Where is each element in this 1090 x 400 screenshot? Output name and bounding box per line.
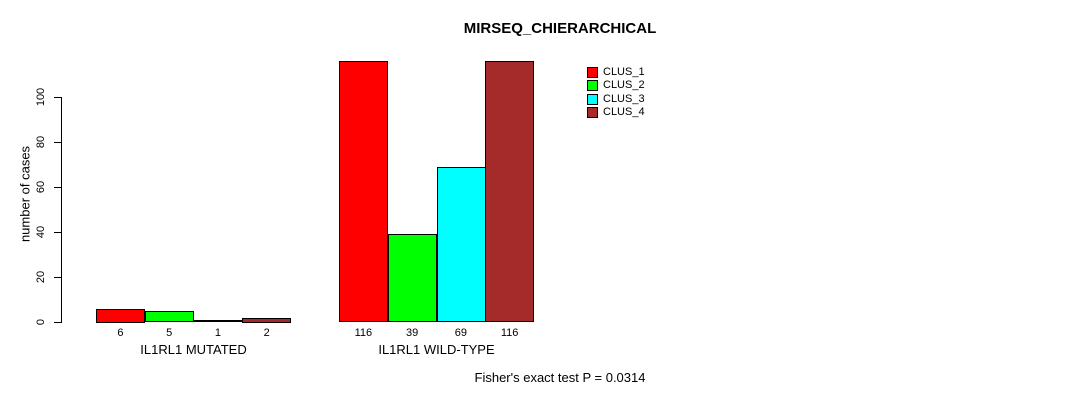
y-tick-mark [54, 277, 61, 278]
y-tick-label: 0 [35, 318, 47, 326]
category-label: IL1RL1 WILD-TYPE [378, 342, 495, 357]
bar-clus_3-2 [437, 166, 486, 322]
y-tick-mark [54, 97, 61, 98]
legend-label-clus_2: CLUS_2 [603, 79, 645, 92]
y-tick-label: 100 [35, 87, 47, 107]
bar-clus_3-1 [194, 319, 243, 322]
legend-swatch-clus_3 [587, 93, 598, 105]
legend-swatch-clus_4 [587, 107, 598, 119]
legend-label-clus_3: CLUS_3 [603, 92, 645, 105]
y-tick-mark [54, 322, 61, 323]
y-tick-mark [54, 232, 61, 233]
bar-value-label: 6 [117, 327, 124, 339]
legend-label-clus_4: CLUS_4 [603, 106, 645, 119]
legend-label-clus_1: CLUS_1 [603, 66, 645, 78]
y-axis-line [61, 97, 62, 323]
bar-clus_1-1 [96, 308, 145, 323]
legend-swatch-clus_2 [587, 80, 598, 92]
y-tick-mark [54, 142, 61, 143]
bar-value-label: 2 [263, 327, 270, 339]
chart-title: MIRSEQ_CHIERARCHICAL [463, 20, 657, 37]
bar-value-label: 39 [406, 327, 419, 339]
y-tick-label: 60 [35, 180, 47, 194]
bar-value-label: 116 [354, 327, 373, 339]
bar-value-label: 116 [500, 327, 519, 339]
bar-clus_1-2 [339, 61, 388, 322]
y-tick-label: 20 [35, 270, 47, 284]
category-label: IL1RL1 MUTATED [140, 342, 247, 357]
bar-value-label: 69 [454, 327, 467, 339]
bar-clus_4-1 [242, 317, 291, 323]
y-tick-label: 80 [35, 135, 47, 149]
bar-clus_4-2 [485, 61, 534, 322]
y-tick-label: 40 [35, 225, 47, 239]
bar-value-label: 5 [166, 327, 173, 339]
bar-clus_2-2 [388, 234, 437, 323]
bar-clus_2-1 [145, 310, 194, 322]
annotation-text: Fisher's exact test P = 0.0314 [474, 370, 646, 385]
legend-swatch-clus_1 [587, 67, 598, 78]
y-axis-label: number of cases [17, 145, 33, 243]
y-tick-mark [54, 187, 61, 188]
bar-value-label: 1 [214, 327, 221, 339]
